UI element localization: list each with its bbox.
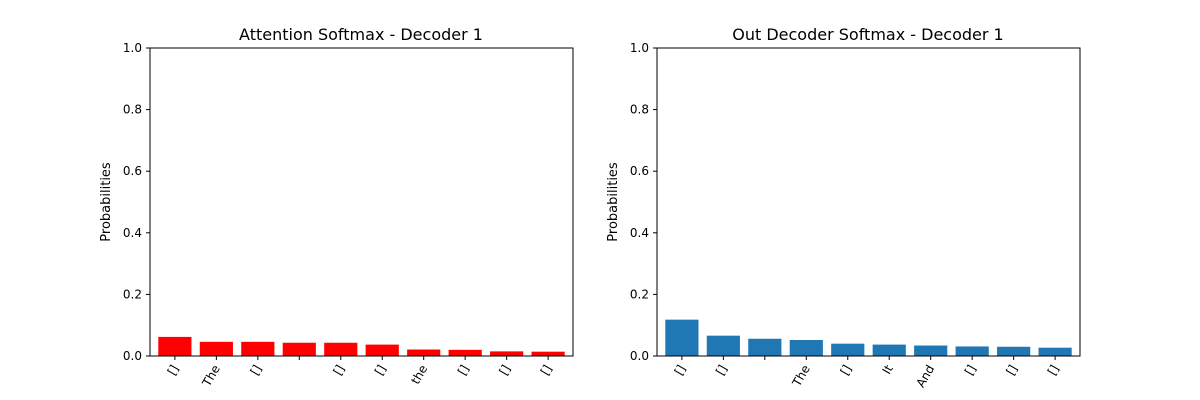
- x-tick-label: And: [913, 363, 937, 390]
- chart-title: Out Decoder Softmax - Decoder 1: [732, 25, 1003, 44]
- y-tick-label: 0.2: [123, 287, 142, 301]
- y-tick-label: 0.6: [630, 164, 649, 178]
- y-tick-label: 0.8: [630, 103, 649, 117]
- x-tick-label: []: [838, 363, 855, 378]
- x-tick-label: []: [672, 363, 689, 378]
- x-tick-label: []: [165, 363, 182, 378]
- bar: [448, 349, 482, 356]
- x-ticks: [] The [] [] [] the [] [] []: [165, 356, 555, 390]
- y-tick-label: 0.0: [630, 349, 649, 363]
- chart-out-decoder-softmax: Out Decoder Softmax - Decoder 1 Probabil…: [606, 25, 1081, 390]
- y-tick-label: 1.0: [630, 41, 649, 55]
- bar: [158, 336, 192, 356]
- bar: [241, 341, 275, 356]
- x-tick-label: The: [199, 363, 223, 390]
- x-tick-label: []: [538, 363, 555, 378]
- plot-frame: [149, 47, 574, 357]
- y-tick-label: 1.0: [123, 41, 142, 55]
- chart-title: Attention Softmax - Decoder 1: [239, 25, 483, 44]
- x-tick-label: []: [496, 363, 513, 378]
- bar: [199, 341, 233, 356]
- bar: [324, 342, 358, 356]
- y-tick-label: 0.6: [123, 164, 142, 178]
- bar: [490, 351, 524, 356]
- bar: [706, 335, 740, 356]
- bar: [955, 346, 989, 356]
- y-tick-label: 0.2: [630, 287, 649, 301]
- x-tick-label: []: [713, 363, 730, 378]
- bar: [831, 343, 865, 356]
- y-ticks: 0.0 0.2 0.4 0.6 0.8 1.0: [630, 41, 657, 363]
- bars: [665, 319, 1072, 356]
- x-tick-label: []: [1003, 362, 1020, 377]
- bar: [365, 344, 399, 356]
- x-tick-label: The: [789, 363, 813, 390]
- y-tick-label: 0.4: [123, 226, 142, 240]
- x-tick-label: []: [331, 363, 348, 378]
- bar: [789, 339, 823, 356]
- y-tick-label: 0.8: [123, 103, 142, 117]
- bar: [1038, 347, 1072, 356]
- bar: [407, 349, 441, 356]
- y-axis-label: Probabilities: [99, 162, 114, 242]
- x-ticks: [] [] The [] It And [] [] []: [672, 356, 1062, 390]
- x-tick-label: []: [962, 363, 979, 378]
- x-tick-label: []: [455, 363, 472, 378]
- chart-attention-softmax: Attention Softmax - Decoder 1 Probabilit…: [99, 25, 574, 390]
- bar: [748, 338, 782, 356]
- y-axis-label: Probabilities: [606, 162, 621, 242]
- bar: [914, 345, 948, 356]
- x-tick-label: the: [408, 363, 430, 387]
- x-tick-label: []: [1045, 363, 1062, 378]
- x-tick-label: []: [248, 363, 265, 378]
- x-tick-label: It: [880, 362, 896, 376]
- y-ticks: 0.0 0.2 0.4 0.6 0.8 1.0: [123, 41, 150, 363]
- bars: [158, 336, 565, 356]
- x-tick-label: []: [372, 363, 389, 378]
- y-tick-label: 0.4: [630, 226, 649, 240]
- y-tick-label: 0.0: [123, 349, 142, 363]
- plot-frame: [656, 47, 1081, 357]
- bar: [282, 342, 316, 356]
- bar: [665, 319, 699, 356]
- bar: [997, 346, 1031, 356]
- bar: [531, 351, 565, 356]
- bar: [872, 344, 906, 356]
